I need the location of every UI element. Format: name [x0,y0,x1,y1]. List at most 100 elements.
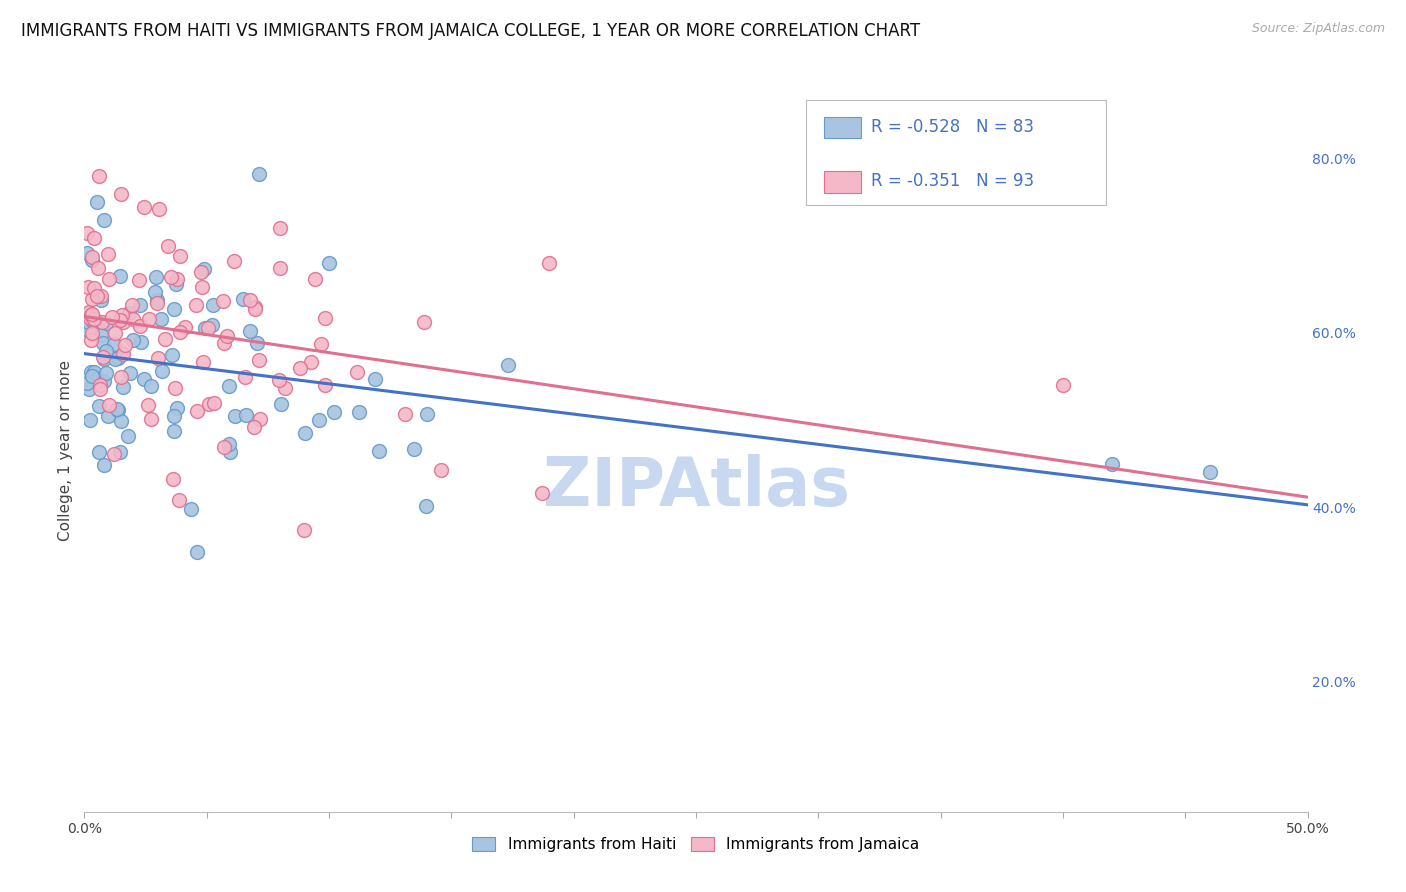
Point [415,499,437,513]
Point [267,374,290,388]
FancyBboxPatch shape [806,100,1105,205]
Point [79,308,101,322]
Point [294,426,316,441]
Point [160,348,183,362]
Point [269,261,291,276]
Point [89,400,111,414]
Point [103,336,125,351]
Point [146,293,169,308]
Point [111,380,134,394]
Point [91,315,114,329]
Point [129,334,152,349]
Point [107,351,129,365]
Point [121,333,143,347]
Point [97,409,120,424]
Point [197,321,219,335]
Point [314,310,336,325]
Point [83,281,105,295]
Point [245,301,267,316]
Point [107,403,129,417]
Point [202,396,225,410]
Point [100,310,122,325]
Point [150,364,173,378]
Point [118,306,141,320]
Point [79,412,101,426]
Point [394,407,416,421]
Point [274,381,297,395]
Point [239,324,262,338]
Point [94,366,117,380]
Point [308,413,330,427]
Point [76,315,98,329]
Point [1198,465,1220,479]
Point [538,256,561,270]
Point [103,447,125,461]
Point [93,352,115,367]
Point [149,312,172,326]
Point [104,326,127,341]
Point [128,272,150,286]
Point [235,408,257,422]
Point [90,328,112,343]
Point [249,411,271,425]
Point [218,437,240,451]
Point [413,314,436,328]
Point [364,372,387,386]
Point [292,523,315,537]
Point [110,186,132,201]
Point [217,328,239,343]
Point [219,444,242,458]
Point [76,376,98,391]
Point [193,261,215,276]
Point [138,312,160,326]
Point [112,347,135,361]
Point [165,277,187,291]
Point [89,377,111,392]
Point [83,231,105,245]
Point [87,444,110,458]
Point [87,260,110,275]
Point [111,315,134,329]
Point [368,443,391,458]
Point [416,407,439,421]
Text: R = -0.528   N = 83: R = -0.528 N = 83 [870,118,1033,136]
Point [169,249,191,263]
Point [163,302,186,317]
Point [238,293,260,308]
Point [96,316,118,330]
Point [202,298,225,312]
Point [146,351,169,366]
Point [86,195,108,210]
Point [76,279,98,293]
Point [82,314,104,328]
Point [186,545,208,559]
Point [108,445,131,459]
Point [194,321,217,335]
Point [148,202,170,217]
Point [105,402,128,417]
Point [76,246,98,260]
Point [97,272,120,286]
Point [80,365,103,379]
Point [108,313,131,327]
Point [201,318,224,333]
Point [87,169,110,184]
Point [143,285,166,300]
FancyBboxPatch shape [824,117,860,138]
Point [212,336,235,351]
Point [82,250,104,264]
Point [165,381,187,395]
Point [146,296,169,310]
Point [173,319,195,334]
Point [247,167,270,181]
Point [86,289,108,303]
Point [128,298,150,312]
Point [83,311,105,326]
Point [247,352,270,367]
Point [80,369,103,384]
Point [80,326,103,341]
Point [430,463,453,477]
Point [104,351,127,366]
Y-axis label: College, 1 year or more: College, 1 year or more [58,360,73,541]
Point [128,318,150,333]
